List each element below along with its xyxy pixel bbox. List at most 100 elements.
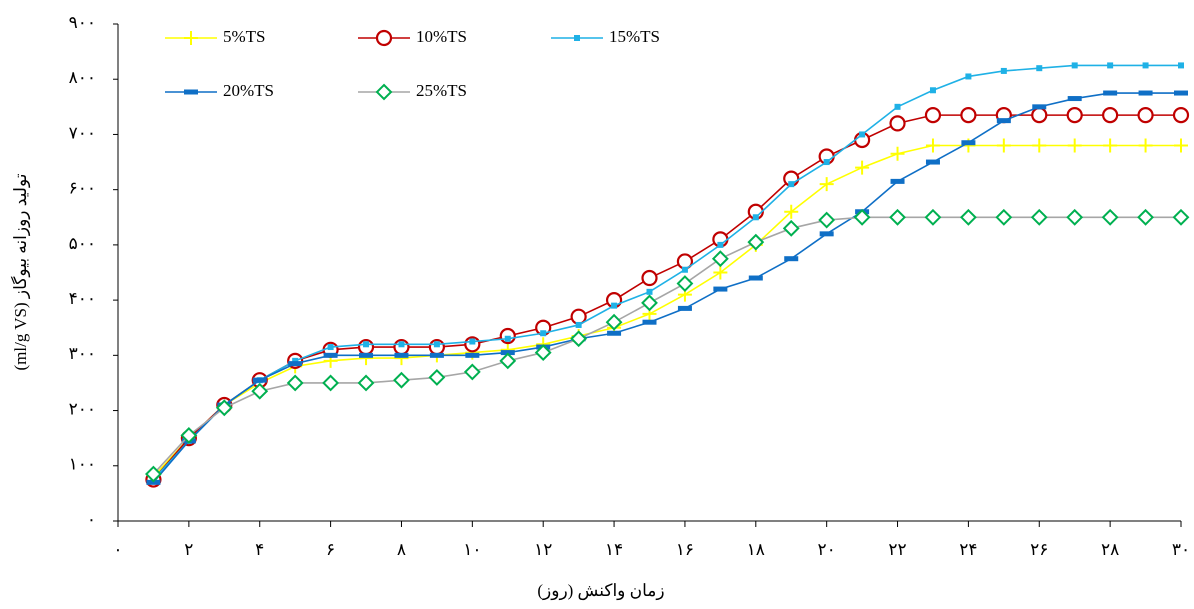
marker — [823, 159, 830, 166]
marker — [375, 29, 393, 47]
marker — [323, 352, 338, 358]
marker — [463, 363, 481, 381]
marker — [1066, 208, 1084, 226]
marker — [1178, 62, 1184, 69]
x-tick-label: ۴ — [255, 540, 264, 559]
marker — [681, 266, 688, 273]
marker — [398, 341, 405, 348]
marker — [961, 140, 976, 146]
marker — [570, 330, 588, 348]
marker — [1036, 65, 1043, 72]
marker — [1102, 107, 1119, 124]
marker — [1103, 138, 1118, 153]
x-tick-label: ۲ — [184, 540, 193, 559]
marker — [995, 208, 1013, 226]
series-line — [152, 216, 1181, 475]
marker — [996, 118, 1011, 124]
marker — [1101, 208, 1119, 226]
marker — [788, 181, 795, 188]
series-line — [152, 144, 1181, 478]
marker — [1103, 90, 1118, 96]
marker — [641, 269, 658, 287]
marker — [363, 341, 370, 348]
marker — [433, 341, 440, 348]
marker — [1137, 107, 1154, 124]
marker — [960, 107, 977, 124]
legend-label: 5%TS — [223, 27, 266, 46]
marker — [1066, 107, 1083, 124]
marker — [504, 335, 511, 342]
x-tick-label: ۰ — [113, 540, 122, 559]
marker — [782, 219, 800, 237]
marker — [890, 146, 905, 161]
marker — [428, 369, 446, 386]
marker — [929, 87, 936, 94]
marker — [819, 177, 834, 192]
x-tick-label: ۲۲ — [888, 540, 906, 559]
marker — [641, 294, 658, 312]
marker — [184, 31, 198, 45]
marker — [996, 138, 1011, 153]
marker — [1030, 208, 1048, 226]
marker — [855, 160, 870, 175]
x-tick-label: ۱۲ — [534, 540, 552, 559]
marker — [1067, 138, 1082, 153]
marker — [859, 131, 866, 138]
marker — [540, 330, 547, 337]
marker — [607, 330, 622, 336]
x-tick-label: ۲۴ — [959, 540, 977, 559]
marker — [853, 208, 871, 226]
series-line — [152, 64, 1181, 481]
marker — [1174, 138, 1188, 153]
x-tick-label: ۱۰ — [463, 540, 481, 559]
marker — [1071, 62, 1078, 69]
marker — [465, 352, 480, 358]
marker — [180, 426, 198, 444]
marker — [925, 138, 940, 153]
marker — [1000, 67, 1007, 74]
y-tick-label: ۲۰۰ — [69, 399, 96, 418]
x-tick-label: ۲۸ — [1101, 540, 1119, 559]
y-tick-label: ۰ — [87, 510, 96, 529]
marker — [499, 352, 517, 370]
marker — [784, 204, 799, 219]
marker — [1032, 104, 1047, 110]
legend-label: 20%TS — [223, 81, 274, 100]
y-tick-label: ۶۰۰ — [69, 179, 96, 198]
x-tick-label: ۱۶ — [676, 540, 694, 559]
marker — [292, 357, 299, 364]
marker — [574, 35, 580, 41]
marker — [1107, 62, 1114, 69]
marker — [752, 214, 759, 221]
marker — [713, 265, 728, 280]
marker — [575, 321, 582, 328]
x-tick-label: ۶ — [326, 540, 335, 559]
marker — [1172, 107, 1190, 124]
x-tick-label: ۸ — [397, 540, 406, 559]
marker — [375, 83, 393, 101]
marker — [394, 352, 409, 358]
marker — [677, 305, 692, 311]
y-tick-label: ۸۰۰ — [69, 68, 96, 87]
marker — [959, 208, 977, 226]
marker — [252, 377, 267, 383]
marker — [646, 288, 653, 295]
y-tick-label: ۷۰۰ — [69, 123, 96, 142]
marker — [1031, 107, 1048, 124]
legend-label: 10%TS — [416, 27, 467, 46]
marker — [747, 233, 765, 251]
y-axis-label: (ml/g VS) تولید روزانه بیوگاز — [10, 173, 31, 370]
marker — [889, 115, 906, 132]
marker — [429, 352, 444, 358]
marker — [818, 211, 836, 229]
x-tick-label: ۲۰ — [818, 540, 836, 559]
series-line — [152, 92, 1181, 483]
marker — [1032, 138, 1047, 153]
x-tick-label: ۳۰ — [1172, 540, 1190, 559]
marker — [357, 374, 375, 392]
marker — [1174, 90, 1188, 96]
marker — [145, 465, 162, 483]
legend-label: 15%TS — [609, 27, 660, 46]
x-tick-label: ۱۴ — [605, 540, 623, 559]
marker — [711, 250, 729, 268]
